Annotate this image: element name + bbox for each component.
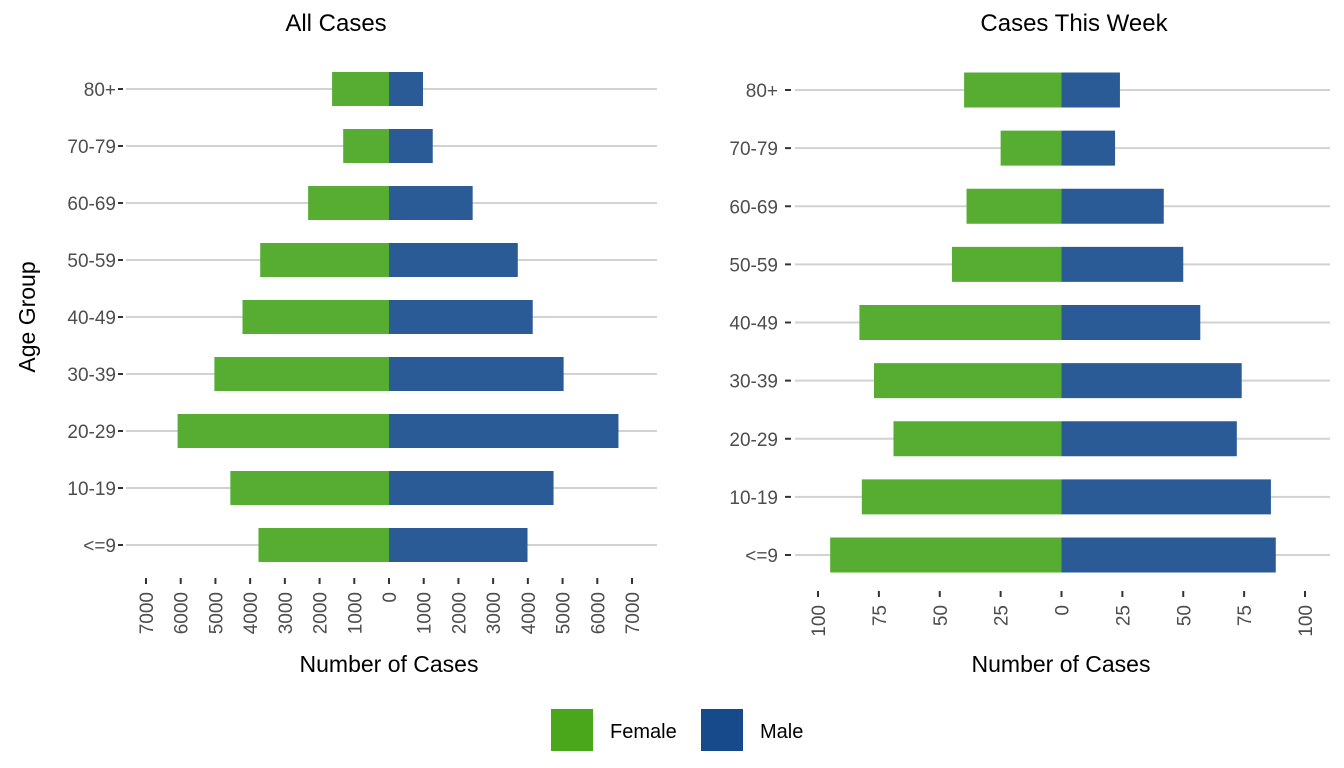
bar-male-6069 bbox=[1061, 188, 1164, 224]
bar-female-6069 bbox=[308, 186, 389, 220]
bar-male-9 bbox=[389, 528, 528, 562]
legend-key-female bbox=[551, 709, 593, 751]
bar-female-1019 bbox=[861, 479, 1062, 515]
x-tick-label: 4000 bbox=[519, 592, 540, 634]
bar-male-9 bbox=[1061, 537, 1276, 573]
x-tick-label: 7000 bbox=[137, 592, 158, 634]
bar-female-9 bbox=[258, 528, 389, 562]
x-tick-label: 3000 bbox=[276, 592, 297, 634]
x-tick-label: 3000 bbox=[484, 592, 505, 634]
cases-this-week-x-axis-title: Number of Cases bbox=[972, 651, 1151, 677]
all-cases-panel: All Cases <=9 10-19 20-29 30-39 40-49 50-59 60… bbox=[14, 10, 657, 677]
y-tick-label: 40-49 bbox=[729, 314, 778, 335]
y-tick-label: <=9 bbox=[83, 536, 116, 557]
legend-label-male: Male bbox=[760, 721, 803, 743]
y-tick-label: 60-69 bbox=[729, 197, 778, 218]
x-tick-label: 1000 bbox=[415, 592, 436, 634]
bar-female-2029 bbox=[893, 421, 1062, 457]
x-tick-label: 100 bbox=[1296, 605, 1317, 637]
legend: Female Male bbox=[551, 709, 803, 751]
bar-female-80plus bbox=[332, 72, 389, 106]
y-tick-label: <=9 bbox=[745, 546, 778, 567]
x-tick-label: 4000 bbox=[241, 592, 262, 634]
bar-female-3039 bbox=[214, 357, 389, 391]
x-tick-label: 0 bbox=[1053, 605, 1074, 616]
bar-male-80plus bbox=[389, 72, 424, 106]
bar-male-4049 bbox=[1061, 305, 1201, 340]
x-tick-label: 6000 bbox=[588, 592, 609, 634]
y-tick-label: 70-79 bbox=[67, 137, 116, 158]
bar-male-7079 bbox=[389, 129, 433, 163]
bar-male-7079 bbox=[1061, 130, 1116, 166]
bar-female-9 bbox=[830, 537, 1062, 573]
cases-this-week-panel: Cases This Week <=9 10-19 20-29 30-39 40-49 5… bbox=[729, 10, 1330, 677]
bar-female-5059 bbox=[951, 246, 1062, 282]
all-cases-x-axis-title: Number of Cases bbox=[300, 651, 479, 677]
legend-label-female: Female bbox=[610, 721, 677, 743]
y-tick-label: 50-59 bbox=[67, 251, 116, 272]
x-tick-label: 7000 bbox=[623, 592, 644, 634]
bar-male-5059 bbox=[389, 243, 518, 277]
bar-male-5059 bbox=[1061, 246, 1184, 282]
y-tick-label: 80+ bbox=[746, 81, 778, 102]
bar-male-1019 bbox=[389, 471, 554, 505]
y-tick-label: 70-79 bbox=[729, 139, 778, 160]
bar-male-80plus bbox=[1061, 72, 1120, 108]
all-cases-title: All Cases bbox=[285, 10, 386, 37]
x-tick-label: 2000 bbox=[311, 592, 332, 634]
y-tick-label: 40-49 bbox=[67, 308, 116, 329]
x-tick-label: 75 bbox=[870, 605, 891, 626]
y-tick-label: 80+ bbox=[84, 80, 116, 101]
bar-male-1019 bbox=[1061, 479, 1271, 515]
x-tick-label: 100 bbox=[809, 605, 830, 637]
x-tick-label: 5000 bbox=[206, 592, 227, 634]
x-tick-label: 25 bbox=[1113, 605, 1134, 626]
bar-male-2029 bbox=[1061, 421, 1237, 457]
x-tick-label: 5000 bbox=[554, 592, 575, 634]
y-tick-label: 20-29 bbox=[729, 430, 778, 451]
bar-female-4049 bbox=[242, 300, 389, 334]
x-tick-label: 0 bbox=[380, 592, 401, 603]
bar-female-7079 bbox=[343, 129, 389, 163]
y-tick-label: 30-39 bbox=[67, 365, 116, 386]
bar-female-7079 bbox=[1000, 130, 1062, 166]
x-tick-label: 50 bbox=[931, 605, 952, 626]
bar-female-5059 bbox=[260, 243, 389, 277]
x-tick-label: 25 bbox=[992, 605, 1013, 626]
bar-female-80plus bbox=[964, 72, 1062, 108]
bar-male-2029 bbox=[389, 414, 619, 448]
bar-female-1019 bbox=[230, 471, 389, 505]
y-tick-label: 60-69 bbox=[67, 194, 116, 215]
bar-male-3039 bbox=[389, 357, 564, 391]
bar-female-6069 bbox=[966, 188, 1062, 224]
x-tick-label: 75 bbox=[1235, 605, 1256, 626]
bar-female-2029 bbox=[177, 414, 389, 448]
legend-key-male bbox=[701, 709, 743, 751]
x-tick-label: 50 bbox=[1174, 605, 1195, 626]
bar-female-4049 bbox=[859, 305, 1062, 340]
bar-male-3039 bbox=[1061, 363, 1242, 399]
bar-male-6069 bbox=[389, 186, 473, 220]
y-axis-title: Age Group bbox=[14, 261, 40, 372]
y-tick-label: 10-19 bbox=[729, 488, 778, 509]
bar-male-4049 bbox=[389, 300, 533, 334]
y-tick-label: 50-59 bbox=[729, 255, 778, 276]
y-tick-label: 20-29 bbox=[67, 422, 116, 443]
bar-female-3039 bbox=[874, 363, 1062, 399]
cases-this-week-title: Cases This Week bbox=[980, 10, 1168, 37]
y-tick-label: 30-39 bbox=[729, 372, 778, 393]
x-tick-label: 2000 bbox=[449, 592, 470, 634]
x-tick-label: 6000 bbox=[172, 592, 193, 634]
y-tick-label: 10-19 bbox=[67, 479, 116, 500]
x-tick-label: 1000 bbox=[345, 592, 366, 634]
